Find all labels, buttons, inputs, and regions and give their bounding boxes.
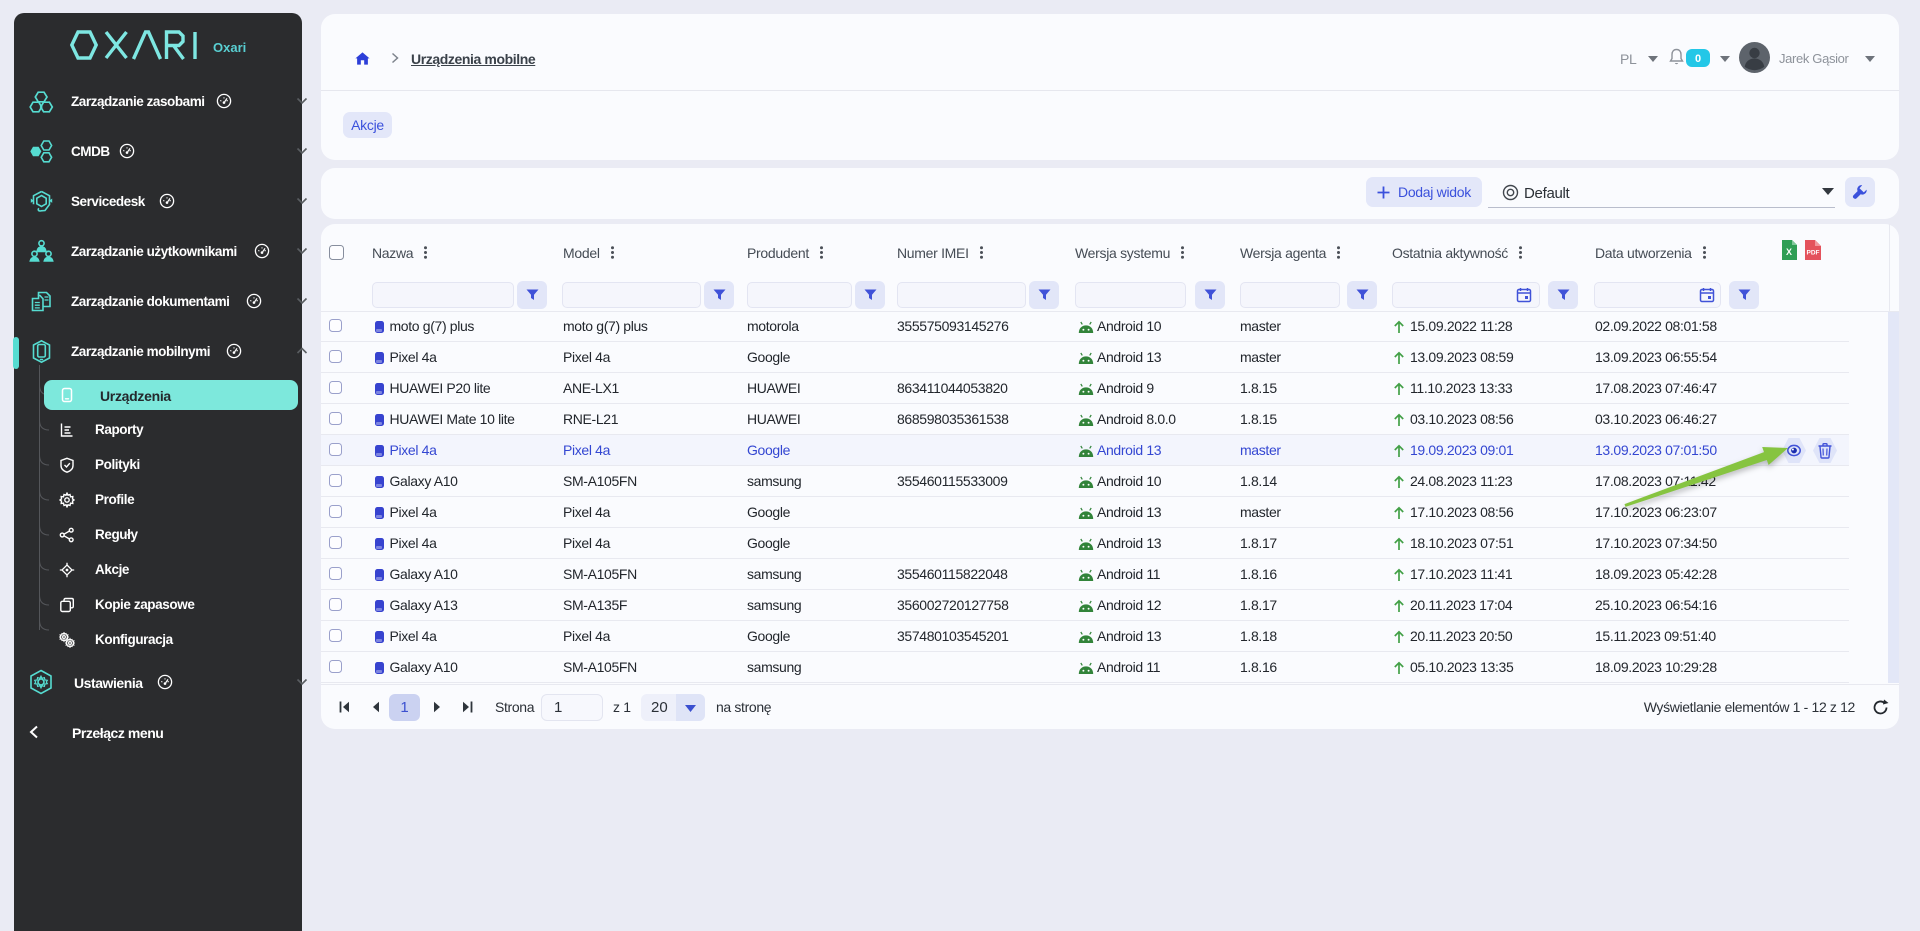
svg-text:PDF: PDF bbox=[1807, 250, 1820, 257]
svg-text:X: X bbox=[1786, 247, 1792, 257]
svg-text:0: 0 bbox=[1695, 53, 1701, 65]
